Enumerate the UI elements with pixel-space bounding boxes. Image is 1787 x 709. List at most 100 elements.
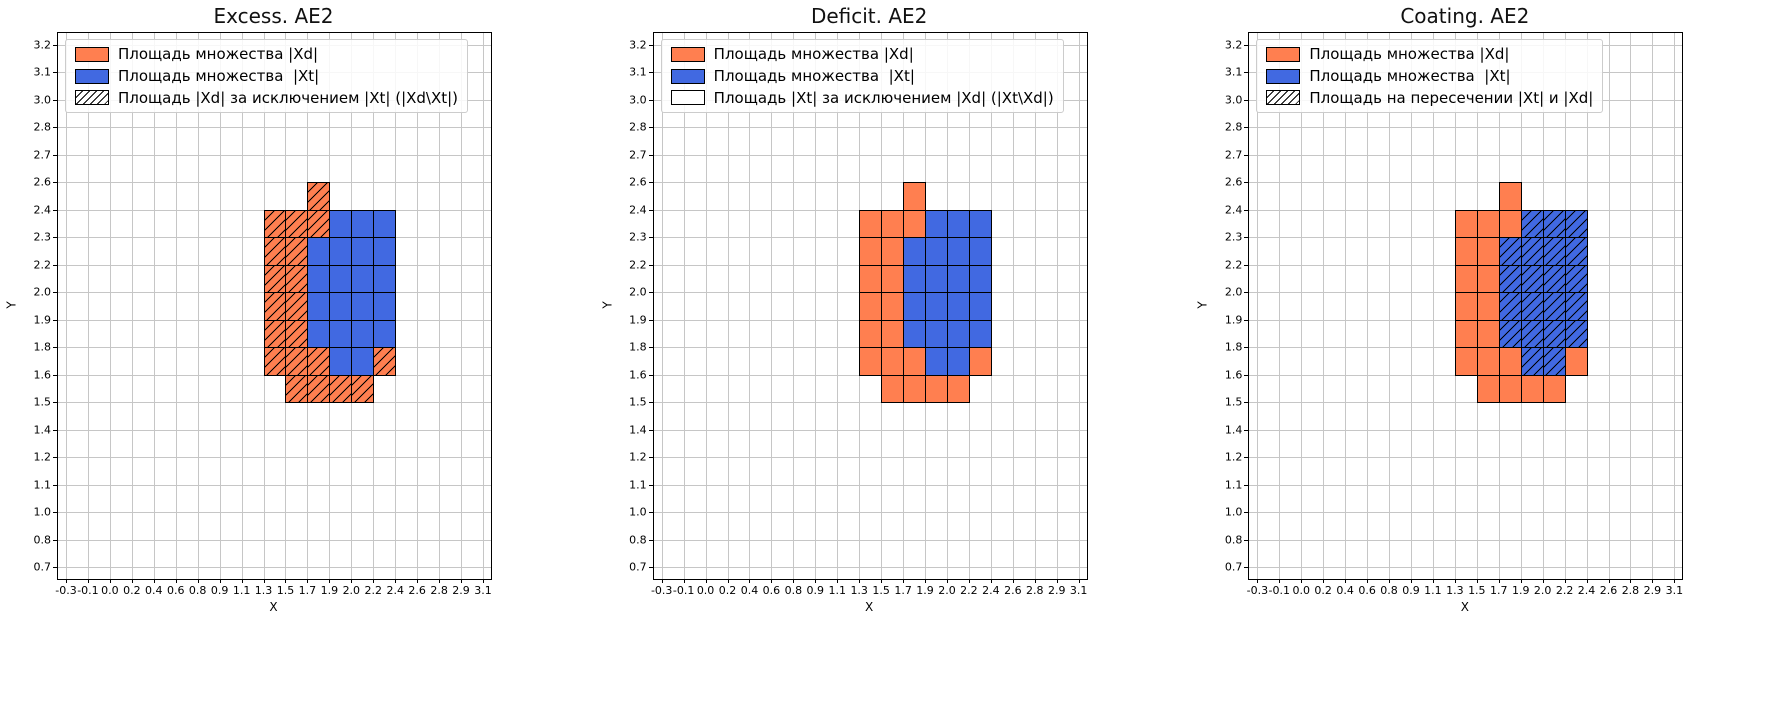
x-tick-mark	[1012, 579, 1014, 583]
y-tick-mark	[53, 182, 57, 184]
xt-cell	[925, 209, 948, 239]
xd-cell	[859, 264, 883, 294]
y-tick-label: 2.2	[1224, 258, 1243, 272]
x-tick-mark	[1301, 579, 1303, 583]
hatch-cell	[1542, 292, 1566, 321]
y-tick-mark	[53, 292, 57, 294]
hatch-cell	[263, 237, 287, 266]
xt-cell	[946, 209, 970, 239]
grid-line-vertical	[1034, 33, 1036, 579]
hatch-cell	[307, 374, 331, 404]
x-tick-mark	[263, 579, 265, 583]
x-tick-label: 0.9	[1402, 584, 1420, 597]
y-tick-mark	[648, 182, 653, 184]
legend-swatch-empty	[670, 90, 705, 106]
x-tick-mark	[1056, 579, 1058, 583]
grid-line-vertical	[1345, 33, 1347, 579]
xd-cell	[903, 347, 927, 376]
x-tick-mark	[87, 579, 89, 583]
y-tick-label: 2.6	[1224, 175, 1243, 189]
x-tick-label: 2.9	[1047, 584, 1066, 597]
y-tick-mark	[1244, 209, 1249, 211]
y-tick-label: 2.7	[629, 148, 647, 162]
y-tick-mark	[1244, 237, 1249, 239]
x-axis-label: X	[269, 600, 278, 614]
hatch-cell	[1520, 319, 1544, 349]
x-tick-label: 1.7	[894, 584, 912, 597]
x-tick-label: 2.9	[1643, 584, 1662, 597]
x-tick-mark	[1608, 579, 1610, 583]
grid-line-vertical	[771, 33, 773, 579]
y-tick-label: 2.0	[1224, 285, 1243, 299]
grid-line-vertical	[483, 33, 484, 579]
x-tick-label: 1.3	[850, 584, 868, 597]
y-tick-label: 2.4	[629, 203, 647, 217]
grid-line-horizontal	[58, 154, 491, 156]
y-tick-label: 2.7	[33, 148, 52, 162]
x-tick-mark	[417, 579, 419, 583]
grid-line-vertical	[131, 33, 133, 579]
x-tick-mark	[351, 579, 353, 583]
xt-cell	[968, 209, 992, 239]
xt-cell	[307, 237, 331, 266]
hatch-cell	[1564, 237, 1588, 266]
grid-line-vertical	[153, 33, 155, 579]
x-tick-mark	[771, 579, 773, 583]
y-tick-label: 2.8	[1224, 120, 1243, 134]
grid-line-vertical	[197, 33, 199, 579]
hatch-cell	[1564, 319, 1588, 349]
grid-line-vertical	[749, 33, 751, 579]
legend-item: Площадь множества |Xd|	[670, 45, 1054, 64]
x-tick-mark	[903, 579, 905, 583]
x-tick-label: 2.2	[960, 584, 978, 597]
grid-line-vertical	[1652, 33, 1654, 579]
y-tick-label: 0.8	[1224, 533, 1243, 547]
legend-item: Площадь на пересечении |Xt| и |Xd|	[1266, 89, 1593, 108]
y-tick-label: 1.2	[629, 450, 647, 464]
x-tick-label: 1.1	[828, 584, 847, 597]
xd-cell	[1476, 209, 1500, 239]
y-tick-label: 0.8	[629, 533, 647, 547]
y-tick-mark	[648, 237, 653, 239]
hatch-cell	[263, 209, 287, 239]
x-tick-mark	[241, 579, 243, 583]
hatch-cell	[263, 319, 287, 349]
x-tick-mark	[329, 579, 331, 583]
legend-item: Площадь множества |Xd|	[1266, 45, 1593, 64]
x-tick-mark	[439, 579, 441, 583]
grid-line-horizontal	[653, 429, 1087, 431]
xd-cell	[1454, 209, 1478, 239]
grid-line-vertical	[1301, 33, 1303, 579]
xt-cell	[307, 264, 331, 294]
hatch-cell	[1542, 264, 1566, 294]
legend-label: Площадь множества |Xd|	[118, 45, 319, 63]
legend-swatch-xt	[670, 68, 705, 84]
x-tick-mark	[661, 579, 663, 583]
hatch-cell	[285, 319, 309, 349]
x-tick-mark	[1034, 579, 1036, 583]
y-tick-mark	[648, 484, 653, 486]
x-tick-label: -0.1	[1268, 584, 1291, 597]
xt-cell	[925, 292, 948, 321]
xt-cell	[373, 264, 397, 294]
y-tick-label: 1.0	[1224, 505, 1243, 519]
xt-cell	[351, 347, 375, 376]
y-tick-label: 2.6	[33, 175, 52, 189]
x-tick-mark	[990, 579, 992, 583]
legend-item: Площадь |Xt| за исключением |Xd| (|Xt\Xd…	[670, 89, 1054, 108]
x-tick-mark	[131, 579, 133, 583]
legend-item: Площадь множества |Xt|	[75, 67, 458, 86]
x-tick-mark	[1586, 579, 1588, 583]
y-tick-label: 2.8	[629, 120, 647, 134]
x-tick-label: 1.5	[872, 584, 890, 597]
y-tick-mark	[53, 347, 57, 349]
x-tick-label: 3.1	[1665, 584, 1684, 597]
subplot-excess: Excess. AE2 Y -0.3 -0.1 0.0 0.2 0.4 0.6 0.8 0.9…	[0, 0, 596, 709]
x-tick-mark	[859, 579, 861, 583]
legend: Площадь множества |Xd| Площадь множества …	[660, 39, 1064, 114]
x-tick-label: 0.2	[718, 584, 737, 597]
x-tick-mark	[683, 579, 685, 583]
x-tick-label: 2.0	[342, 584, 361, 597]
grid-line-vertical	[1674, 33, 1676, 579]
hatch-cell	[1564, 292, 1588, 321]
